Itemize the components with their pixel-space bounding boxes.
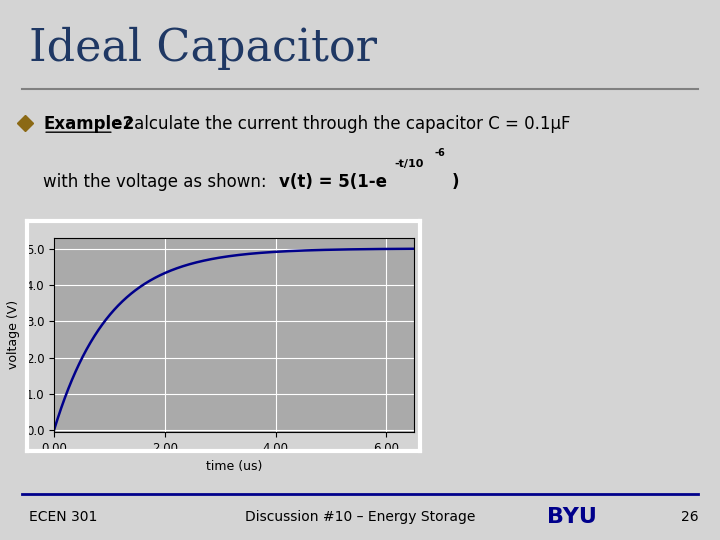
Text: 26: 26 xyxy=(681,510,698,524)
Text: ): ) xyxy=(452,173,459,191)
Text: BYU: BYU xyxy=(547,507,598,528)
Text: : calculate the current through the capacitor C = 0.1μF: : calculate the current through the capa… xyxy=(114,114,570,133)
Text: ECEN 301: ECEN 301 xyxy=(29,510,97,524)
Text: -t/10: -t/10 xyxy=(395,159,424,169)
Text: Example2: Example2 xyxy=(43,114,135,133)
Text: with the voltage as shown:: with the voltage as shown: xyxy=(43,173,272,191)
Text: v(t) = 5(1-e: v(t) = 5(1-e xyxy=(279,173,387,191)
Text: Discussion #10 – Energy Storage: Discussion #10 – Energy Storage xyxy=(245,510,475,524)
Text: Ideal Capacitor: Ideal Capacitor xyxy=(29,27,377,70)
Text: -6: -6 xyxy=(435,147,446,158)
X-axis label: time (us): time (us) xyxy=(206,460,262,473)
Y-axis label: voltage (V): voltage (V) xyxy=(7,300,20,369)
